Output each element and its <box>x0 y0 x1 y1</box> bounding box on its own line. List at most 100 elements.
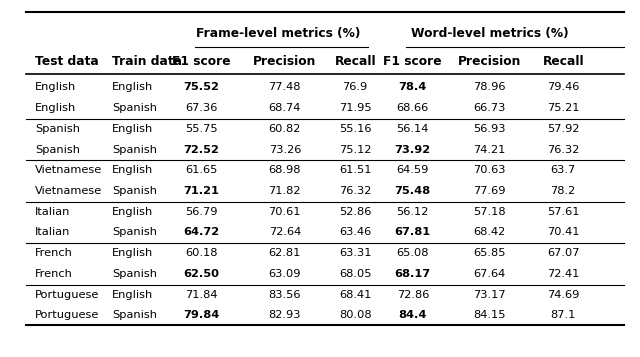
Text: 65.85: 65.85 <box>474 248 506 258</box>
Text: Vietnamese: Vietnamese <box>35 186 102 196</box>
Text: 55.75: 55.75 <box>186 124 218 134</box>
Text: 55.16: 55.16 <box>339 124 371 134</box>
Text: Spanish: Spanish <box>35 145 80 155</box>
Text: 57.61: 57.61 <box>547 207 579 217</box>
Text: 68.42: 68.42 <box>474 227 506 237</box>
Text: 71.82: 71.82 <box>269 186 301 196</box>
Text: 73.92: 73.92 <box>395 145 431 155</box>
Text: Recall: Recall <box>334 55 376 68</box>
Text: 67.36: 67.36 <box>186 103 218 113</box>
Text: English: English <box>35 82 76 92</box>
Text: Spanish: Spanish <box>112 103 157 113</box>
Text: 56.14: 56.14 <box>397 124 429 134</box>
Text: Spanish: Spanish <box>35 124 80 134</box>
Text: 68.98: 68.98 <box>269 165 301 175</box>
Text: 84.4: 84.4 <box>399 310 427 320</box>
Text: Spanish: Spanish <box>112 186 157 196</box>
Text: 73.17: 73.17 <box>474 290 506 300</box>
Text: 63.31: 63.31 <box>339 248 371 258</box>
Text: 79.46: 79.46 <box>547 82 579 92</box>
Text: 62.81: 62.81 <box>269 248 301 258</box>
Text: 56.12: 56.12 <box>397 207 429 217</box>
Text: 71.84: 71.84 <box>186 290 218 300</box>
Text: 72.52: 72.52 <box>184 145 220 155</box>
Text: F1 score: F1 score <box>383 55 442 68</box>
Text: Frame-level metrics (%): Frame-level metrics (%) <box>196 27 360 40</box>
Text: English: English <box>112 165 153 175</box>
Text: English: English <box>112 207 153 217</box>
Text: 76.32: 76.32 <box>339 186 371 196</box>
Text: 56.79: 56.79 <box>186 207 218 217</box>
Text: 74.21: 74.21 <box>474 145 506 155</box>
Text: 57.92: 57.92 <box>547 124 579 134</box>
Text: 65.08: 65.08 <box>397 248 429 258</box>
Text: 62.50: 62.50 <box>184 269 220 279</box>
Text: 64.72: 64.72 <box>184 227 220 237</box>
Text: 79.84: 79.84 <box>184 310 220 320</box>
Text: 56.93: 56.93 <box>474 124 506 134</box>
Text: French: French <box>35 248 73 258</box>
Text: 75.21: 75.21 <box>547 103 579 113</box>
Text: Spanish: Spanish <box>112 310 157 320</box>
Text: 71.95: 71.95 <box>339 103 371 113</box>
Text: 68.74: 68.74 <box>269 103 301 113</box>
Text: Word-level metrics (%): Word-level metrics (%) <box>411 27 568 40</box>
Text: Spanish: Spanish <box>112 145 157 155</box>
Text: English: English <box>112 290 153 300</box>
Text: 67.81: 67.81 <box>395 227 431 237</box>
Text: 68.41: 68.41 <box>339 290 371 300</box>
Text: Spanish: Spanish <box>112 269 157 279</box>
Text: F1 score: F1 score <box>172 55 231 68</box>
Text: 60.82: 60.82 <box>269 124 301 134</box>
Text: 75.12: 75.12 <box>339 145 371 155</box>
Text: 80.08: 80.08 <box>339 310 371 320</box>
Text: 77.48: 77.48 <box>269 82 301 92</box>
Text: English: English <box>112 248 153 258</box>
Text: 68.66: 68.66 <box>397 103 429 113</box>
Text: 75.52: 75.52 <box>184 82 220 92</box>
Text: 75.48: 75.48 <box>395 186 431 196</box>
Text: 73.26: 73.26 <box>269 145 301 155</box>
Text: Train data: Train data <box>112 55 182 68</box>
Text: Portuguese: Portuguese <box>35 290 100 300</box>
Text: 76.32: 76.32 <box>547 145 579 155</box>
Text: 52.86: 52.86 <box>339 207 371 217</box>
Text: 67.64: 67.64 <box>474 269 506 279</box>
Text: Precision: Precision <box>458 55 522 68</box>
Text: 78.96: 78.96 <box>474 82 506 92</box>
Text: 70.63: 70.63 <box>474 165 506 175</box>
Text: French: French <box>35 269 73 279</box>
Text: Portuguese: Portuguese <box>35 310 100 320</box>
Text: 77.69: 77.69 <box>474 186 506 196</box>
Text: English: English <box>112 82 153 92</box>
Text: 68.05: 68.05 <box>339 269 371 279</box>
Text: 63.46: 63.46 <box>339 227 371 237</box>
Text: 72.86: 72.86 <box>397 290 429 300</box>
Text: 66.73: 66.73 <box>474 103 506 113</box>
Text: Italian: Italian <box>35 207 70 217</box>
Text: 68.17: 68.17 <box>395 269 431 279</box>
Text: 72.64: 72.64 <box>269 227 301 237</box>
Text: 72.41: 72.41 <box>547 269 579 279</box>
Text: 76.9: 76.9 <box>342 82 368 92</box>
Text: 64.59: 64.59 <box>397 165 429 175</box>
Text: 67.07: 67.07 <box>547 248 579 258</box>
Text: 60.18: 60.18 <box>186 248 218 258</box>
Text: 74.69: 74.69 <box>547 290 579 300</box>
Text: 78.4: 78.4 <box>399 82 427 92</box>
Text: Test data: Test data <box>35 55 99 68</box>
Text: Spanish: Spanish <box>112 227 157 237</box>
Text: 84.15: 84.15 <box>474 310 506 320</box>
Text: English: English <box>112 124 153 134</box>
Text: 57.18: 57.18 <box>474 207 506 217</box>
Text: 71.21: 71.21 <box>184 186 220 196</box>
Text: Precision: Precision <box>253 55 317 68</box>
Text: 78.2: 78.2 <box>550 186 576 196</box>
Text: Italian: Italian <box>35 227 70 237</box>
Text: 63.7: 63.7 <box>550 165 576 175</box>
Text: 70.61: 70.61 <box>269 207 301 217</box>
Text: Vietnamese: Vietnamese <box>35 165 102 175</box>
Text: 63.09: 63.09 <box>269 269 301 279</box>
Text: Recall: Recall <box>542 55 584 68</box>
Text: 87.1: 87.1 <box>550 310 576 320</box>
